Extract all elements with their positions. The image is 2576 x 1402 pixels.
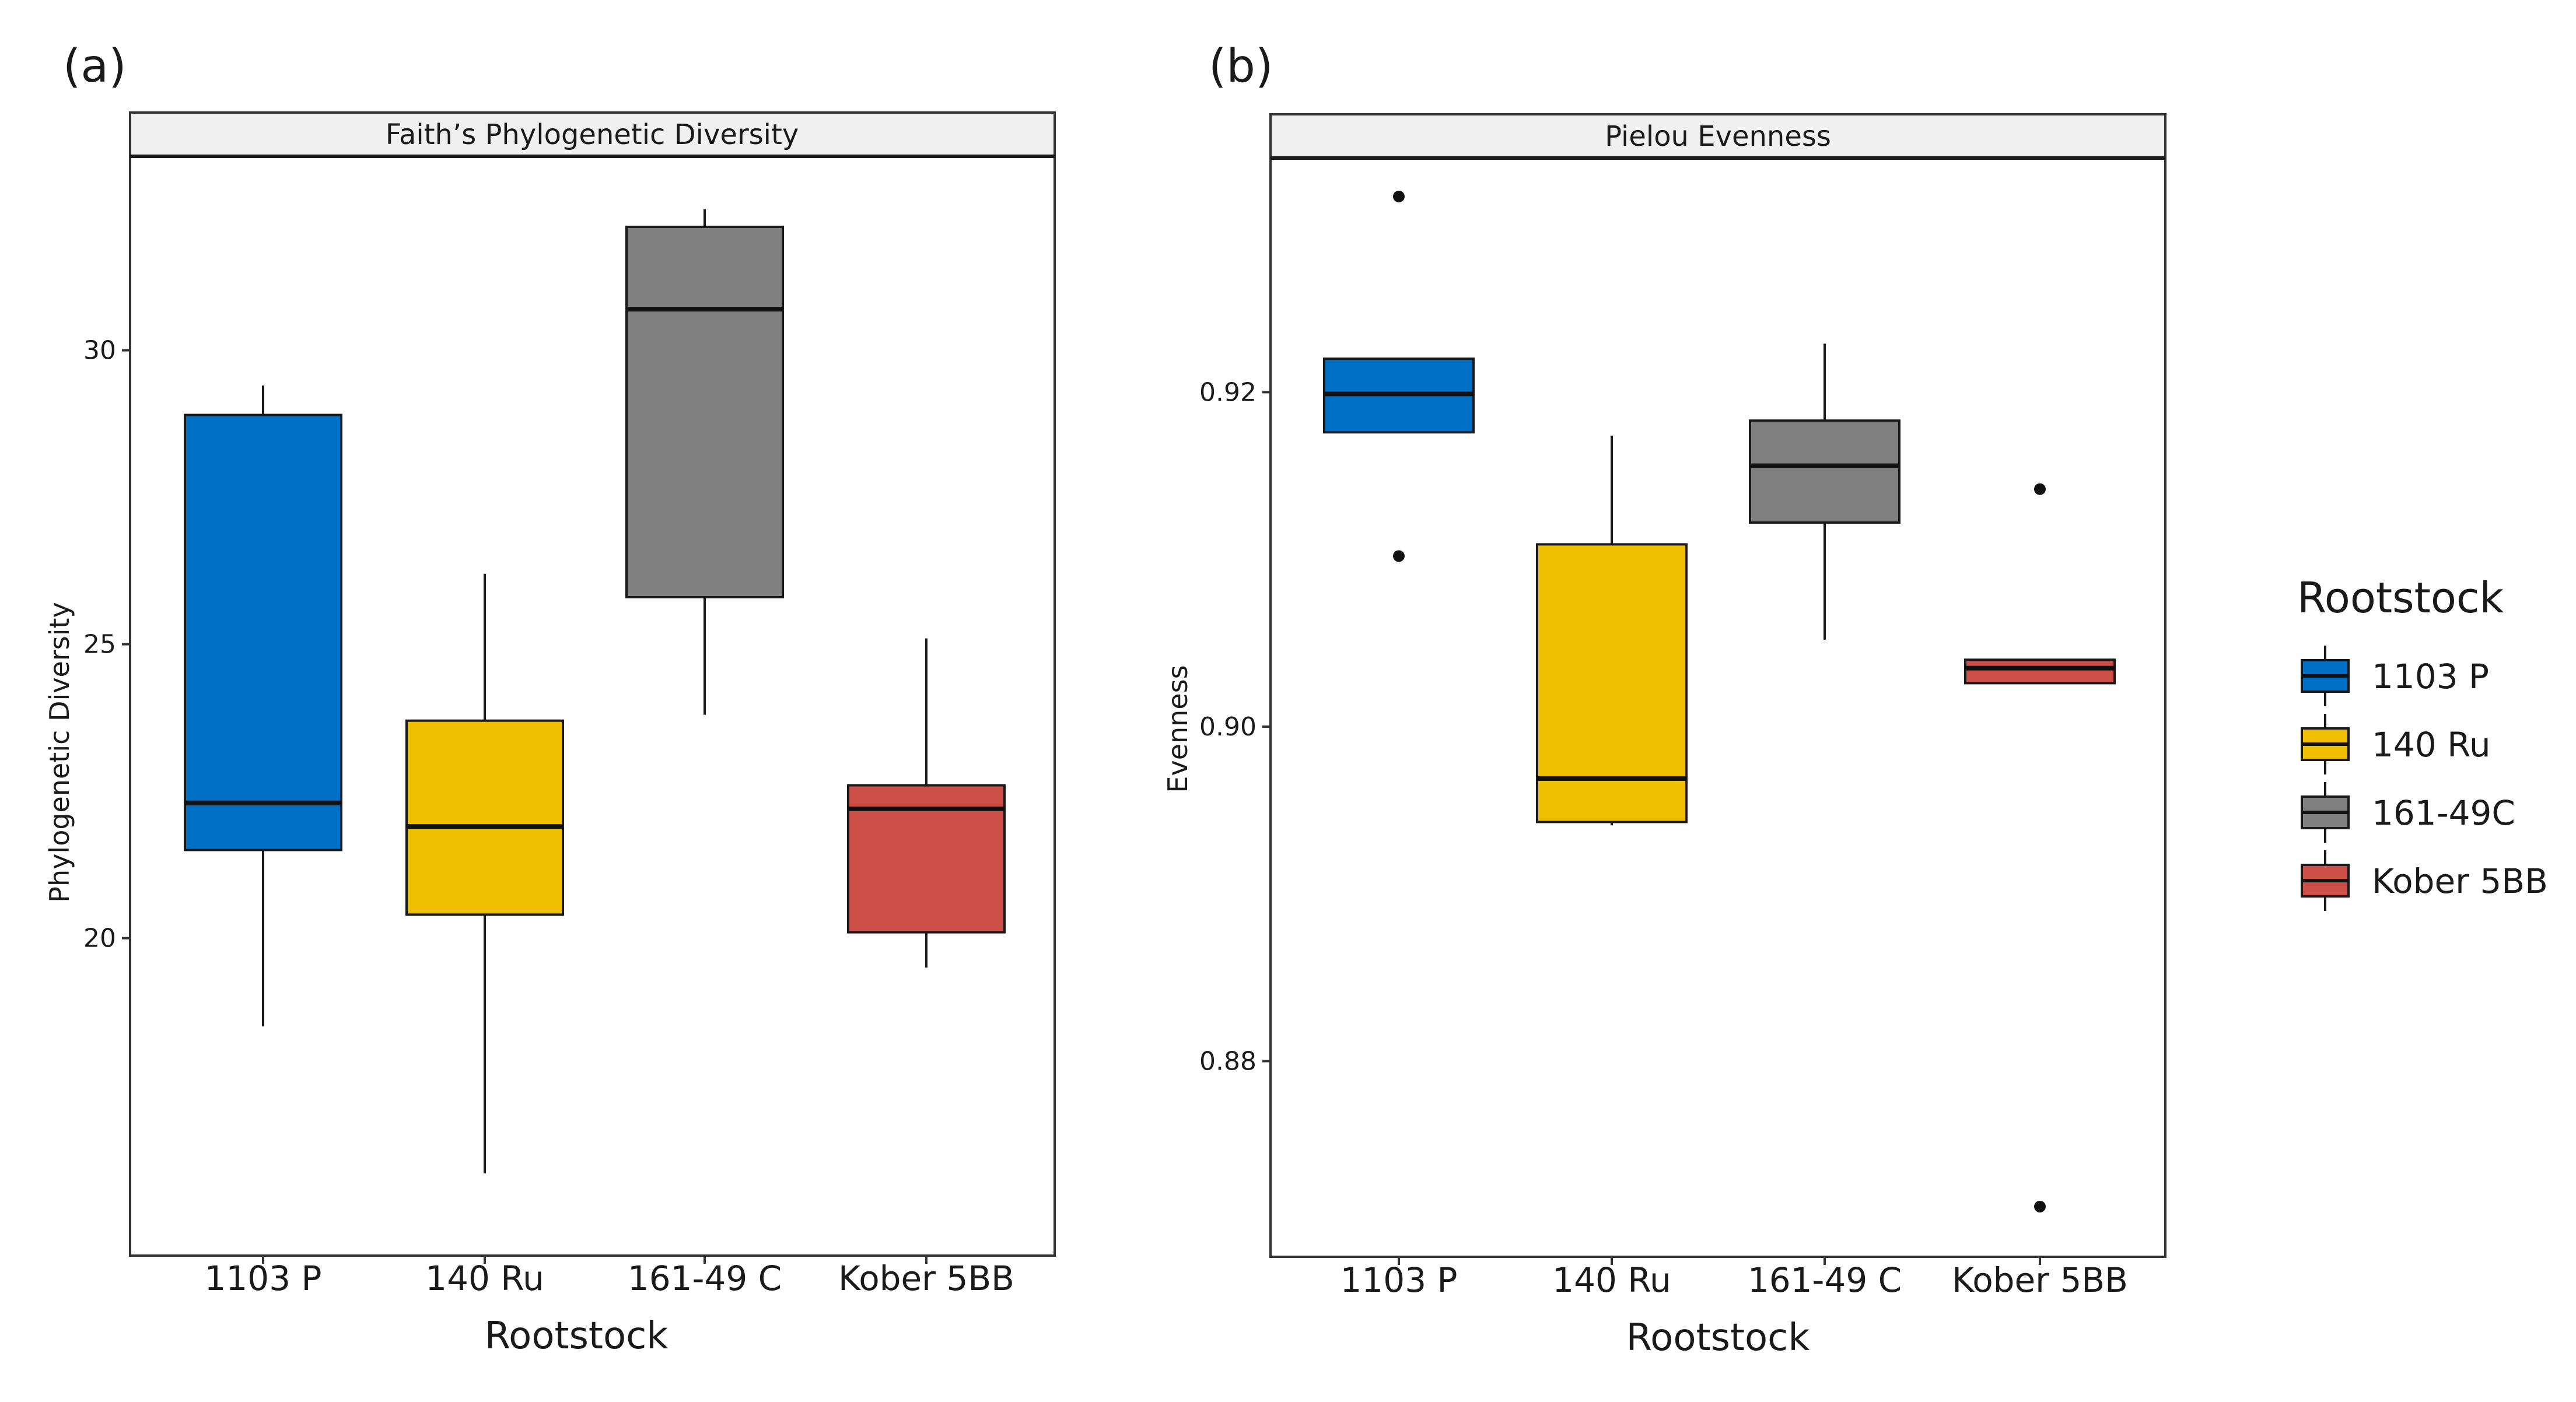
panel-a-box-1103-p [184, 385, 342, 1026]
panel-b-box-140-ru [1536, 436, 1688, 826]
panel-a-box-161-49-c-iqr-box [625, 225, 784, 599]
panel-b-y-title: Evenness [1162, 665, 1194, 793]
panel-a-x-tick-label: 1103 P [204, 1259, 321, 1298]
legend-key-kober-5bb-label: Kober 5BB [2372, 861, 2548, 901]
legend-key-1103-p: 1103 P [2301, 646, 2489, 706]
panel-a-y-title: Phylogenetic Diversity [44, 602, 75, 902]
panel-b-y-axis: 0.88 0.90 0.92 [1199, 377, 1270, 1076]
panel-b-box-kober-5bb-outlier-point [2034, 1200, 2046, 1212]
panel-b-plot-area [1269, 157, 2166, 1258]
panel-b-box-1103-p-outlier-point [1393, 190, 1405, 202]
panel-a-title: Faith’s Phylogenetic Diversity [386, 118, 799, 151]
panel-b-strip [1269, 113, 2166, 159]
panel-b-box-161-49-c [1749, 344, 1901, 640]
panel-a-box-140-ru-iqr-box [405, 719, 564, 916]
panel-a-strip [129, 111, 1056, 157]
panel-b-box-kober-5bb-outlier-point [2034, 483, 2046, 495]
panel-a-boxes [184, 209, 1006, 1173]
panel-a-x-tick-label: Kober 5BB [838, 1259, 1014, 1298]
panel-b-x-tick-label: 161-49 C [1748, 1260, 1902, 1300]
legend-key-140-ru: 140 Ru [2301, 714, 2491, 774]
panel-b-box-kober-5bb-iqr-box [1964, 658, 2116, 685]
panel-b-y-tick-label: 0.90 [1199, 712, 1256, 742]
legend-key-140-ru-label: 140 Ru [2372, 725, 2491, 765]
panel-a-x-tick-label: 140 Ru [425, 1259, 544, 1298]
panel-b-box-161-49-c-iqr-box [1749, 419, 1901, 524]
panel-b-box-140-ru-iqr-box [1536, 543, 1688, 823]
panel-b-y-tick-label: 0.88 [1199, 1046, 1256, 1076]
panel-a-box-140-ru [405, 573, 564, 1173]
legend-title: Rootstock [2297, 573, 2504, 622]
panel-a-y-tick-label: 30 [83, 336, 116, 366]
legend: Rootstock 1103 P 140 Ru 161-49C Kober 5BB [2297, 573, 2548, 911]
panel-a-box-161-49-c [625, 209, 784, 715]
panel-a-label: (a) [63, 40, 127, 93]
legend-key-kober-5bb: Kober 5BB [2301, 850, 2548, 911]
panel-b-x-title: Rootstock [1626, 1316, 1810, 1359]
panel-a: (a) Faith’s Phylogenetic Diversity 20 25 3… [44, 40, 1056, 1358]
panel-a-y-tick-label: 25 [83, 630, 116, 660]
panel-a-box-kober-5bb [847, 638, 1006, 968]
legend-key-161-49c: 161-49C [2301, 782, 2515, 843]
panel-b-box-1103-p [1323, 190, 1475, 562]
panel-a-y-tick-label: 20 [83, 924, 116, 954]
panel-b-x-tick-label: Kober 5BB [1952, 1260, 2128, 1300]
panel-b-x-axis: 1103 P 140 Ru 161-49 C Kober 5BB [1340, 1257, 2128, 1300]
panel-a-y-axis: 20 25 30 [83, 336, 130, 954]
panel-b-label: (b) [1209, 40, 1273, 93]
panel-a-x-tick-label: 161-49 C [628, 1259, 782, 1298]
panel-b-title: Pielou Evenness [1605, 120, 1831, 153]
panel-a-box-1103-p-iqr-box [184, 413, 342, 851]
legend-key-161-49c-label: 161-49C [2372, 793, 2515, 833]
panel-a-x-axis: 1103 P 140 Ru 161-49 C Kober 5BB [204, 1256, 1014, 1298]
legend-key-1103-p-label: 1103 P [2372, 657, 2489, 696]
panel-b-box-kober-5bb [1964, 483, 2116, 1212]
panel-a-x-title: Rootstock [485, 1315, 668, 1358]
panel-b-boxes [1323, 190, 2116, 1212]
panel-b-y-tick-label: 0.92 [1199, 377, 1256, 407]
panel-b-x-tick-label: 140 Ru [1552, 1260, 1671, 1300]
panel-b-box-1103-p-outlier-point [1393, 550, 1405, 562]
legend-keys: 1103 P 140 Ru 161-49C Kober 5BB [2301, 646, 2548, 911]
panel-b-x-tick-label: 1103 P [1340, 1260, 1457, 1300]
